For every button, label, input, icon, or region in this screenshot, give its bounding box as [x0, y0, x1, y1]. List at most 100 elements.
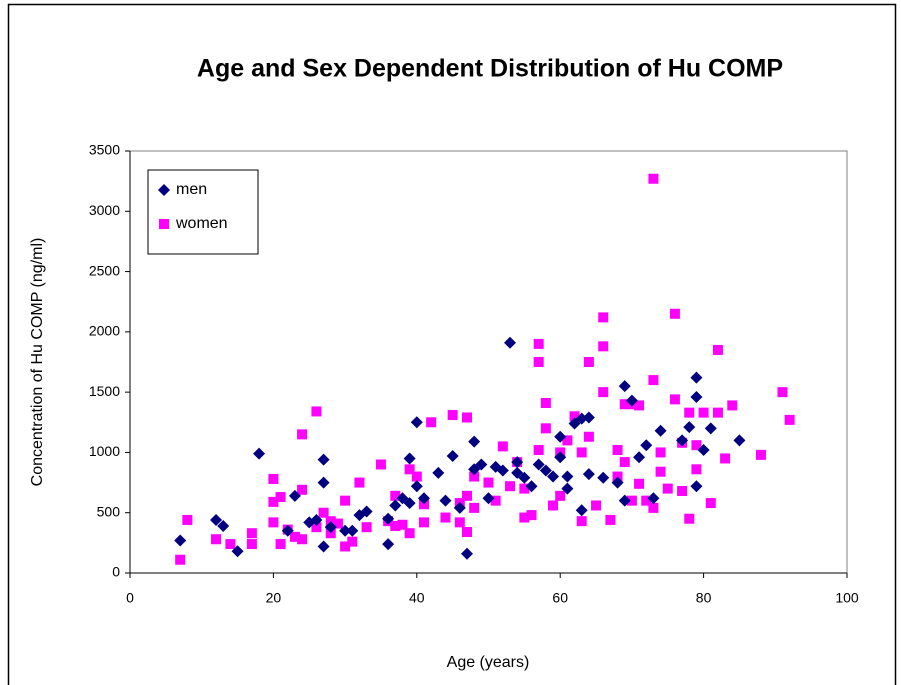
point	[281, 524, 294, 537]
point	[490, 495, 501, 506]
point	[655, 447, 666, 458]
point	[275, 492, 286, 503]
point	[634, 400, 645, 411]
point	[583, 431, 594, 442]
point	[654, 424, 667, 437]
point	[382, 538, 395, 551]
y-tick-label: 1000	[89, 443, 120, 459]
point	[446, 450, 459, 463]
point	[469, 502, 480, 513]
point	[669, 308, 680, 319]
point	[605, 514, 616, 525]
point	[318, 507, 329, 518]
point	[634, 478, 645, 489]
point	[518, 471, 531, 484]
point	[404, 528, 415, 539]
point	[460, 547, 473, 560]
point	[561, 470, 574, 483]
point	[526, 510, 537, 521]
point	[691, 464, 702, 475]
point	[582, 468, 595, 481]
point	[253, 447, 266, 460]
x-tick-label: 80	[696, 590, 712, 606]
point	[382, 512, 395, 525]
point	[324, 521, 337, 534]
point	[533, 357, 544, 367]
legend-marker	[158, 184, 170, 196]
point	[482, 492, 495, 505]
point	[690, 371, 703, 384]
point	[611, 476, 624, 489]
point	[246, 528, 257, 539]
point	[777, 387, 788, 398]
point	[426, 417, 437, 428]
x-tick-label: 20	[266, 590, 282, 606]
point	[469, 471, 480, 482]
point	[418, 499, 429, 510]
point	[403, 497, 416, 510]
point	[612, 471, 623, 482]
point	[504, 336, 517, 349]
point	[676, 434, 689, 447]
point	[468, 435, 481, 448]
point	[289, 531, 300, 542]
point	[727, 400, 738, 411]
point	[360, 505, 373, 518]
point	[618, 380, 631, 393]
point	[561, 482, 574, 495]
point	[217, 519, 230, 532]
point	[182, 514, 193, 525]
point	[647, 492, 660, 505]
point	[548, 500, 559, 511]
point	[175, 554, 186, 565]
point	[390, 490, 401, 501]
point	[210, 513, 223, 526]
point	[633, 451, 646, 464]
point	[397, 519, 408, 530]
point	[619, 399, 630, 410]
point	[576, 447, 587, 458]
point	[174, 534, 187, 547]
point	[375, 459, 386, 470]
point	[582, 411, 595, 424]
point	[389, 499, 402, 512]
point	[246, 539, 257, 550]
y-tick-label: 3000	[89, 202, 120, 218]
point	[597, 471, 610, 484]
point	[554, 451, 567, 464]
point	[525, 480, 538, 493]
point	[268, 473, 279, 484]
point	[390, 520, 401, 531]
point	[533, 445, 544, 456]
point	[453, 501, 466, 514]
point	[211, 534, 222, 545]
point	[625, 394, 638, 407]
x-axis-label: Age (years)	[447, 654, 530, 671]
point	[461, 527, 472, 538]
point	[555, 490, 566, 501]
point	[332, 518, 343, 529]
point	[461, 490, 472, 501]
point	[704, 422, 717, 435]
x-tick-label: 100	[835, 590, 859, 606]
point	[784, 414, 795, 425]
point	[225, 539, 236, 550]
point	[354, 477, 365, 488]
point	[539, 464, 552, 477]
point	[690, 480, 703, 493]
point	[519, 512, 530, 523]
point	[231, 545, 244, 558]
point	[576, 516, 587, 527]
point	[712, 407, 723, 418]
point	[705, 498, 716, 509]
point	[268, 517, 279, 528]
point	[317, 540, 330, 553]
point	[417, 492, 430, 505]
point	[648, 173, 659, 184]
point	[712, 344, 723, 355]
point	[497, 441, 508, 452]
point	[339, 524, 352, 537]
point	[562, 435, 573, 446]
